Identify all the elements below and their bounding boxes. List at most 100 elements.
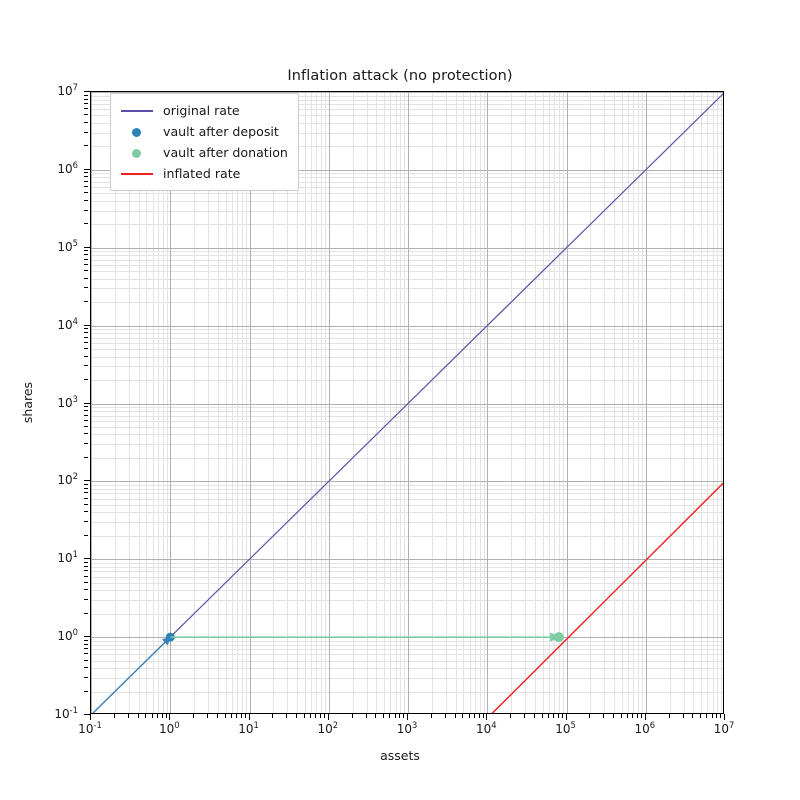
legend-item-label: original rate xyxy=(163,103,240,118)
y-axis-tick xyxy=(84,94,88,96)
x-axis-tick xyxy=(127,714,129,718)
gridline-x-minor xyxy=(311,92,313,713)
series-inflated-rate xyxy=(491,482,723,713)
gridline-y-minor xyxy=(91,590,723,592)
x-axis-tick xyxy=(724,714,725,720)
x-axis-tick xyxy=(632,714,634,718)
x-axis-tick xyxy=(473,714,475,718)
gridline-y-minor xyxy=(91,677,723,679)
x-axis-tick xyxy=(403,714,405,718)
gridline-x-major xyxy=(645,92,647,713)
y-axis-tick xyxy=(84,131,88,133)
legend-item-inflated-rate[interactable]: inflated rate xyxy=(119,163,288,184)
gridline-y-minor xyxy=(91,288,723,290)
x-axis-tick xyxy=(169,714,171,720)
x-axis-tick xyxy=(207,714,209,718)
legend-line-icon xyxy=(119,166,155,182)
gridline-y-major xyxy=(91,247,723,249)
gridline-x-minor xyxy=(237,92,239,713)
gridline-y-minor xyxy=(91,522,723,524)
legend-item-label: vault after donation xyxy=(163,145,288,160)
gridline-y-minor xyxy=(91,576,723,578)
x-axis-tick xyxy=(553,714,555,718)
legend-item-vault-after-donation[interactable]: vault after donation xyxy=(119,142,288,163)
x-axis-tick xyxy=(561,714,563,718)
x-axis-tick xyxy=(613,714,615,718)
gridline-y-minor xyxy=(91,104,723,106)
y-axis-tick xyxy=(84,487,88,489)
gridline-y-minor xyxy=(91,146,723,148)
x-axis-tick xyxy=(244,714,246,718)
gridline-x-minor xyxy=(321,92,323,713)
y-axis-tick xyxy=(84,168,90,170)
y-axis-tick xyxy=(84,648,88,650)
y-axis-tick xyxy=(84,176,88,178)
plot-area xyxy=(90,91,724,714)
gridline-x-minor xyxy=(273,92,275,713)
y-axis-tick xyxy=(84,180,88,182)
legend-item-original-rate[interactable]: original rate xyxy=(119,100,288,121)
y-tick-label: 103 xyxy=(57,393,78,410)
gridline-y-minor xyxy=(91,366,723,368)
gridline-y-minor xyxy=(91,571,723,573)
y-axis-tick xyxy=(84,145,88,147)
x-axis-tick xyxy=(462,714,464,718)
gridline-y-minor xyxy=(91,329,723,331)
gridline-y-major xyxy=(91,559,723,561)
gridline-x-minor xyxy=(604,92,606,713)
x-axis-label: assets xyxy=(380,748,420,763)
legend: original rate vault after deposit vault af… xyxy=(110,93,299,191)
x-axis-tick xyxy=(478,714,480,718)
gridline-y-minor xyxy=(91,271,723,273)
gridline-x-major xyxy=(91,92,92,713)
y-axis-tick xyxy=(84,91,90,92)
gridline-x-minor xyxy=(376,92,378,713)
gridline-x-minor xyxy=(384,92,386,713)
x-axis-tick xyxy=(272,714,274,718)
legend-item-label: vault after deposit xyxy=(163,124,279,139)
x-axis-tick xyxy=(700,714,702,718)
gridline-x-minor xyxy=(146,92,148,713)
y-axis-tick xyxy=(84,379,88,381)
gridline-y-minor xyxy=(91,613,723,615)
gridline-x-major xyxy=(249,92,251,713)
gridline-x-minor xyxy=(325,92,327,713)
gridline-x-minor xyxy=(479,92,481,713)
data-point-vault-after-donation xyxy=(553,632,564,643)
x-axis-tick xyxy=(216,714,218,718)
y-axis-tick xyxy=(84,406,88,408)
x-axis-tick xyxy=(365,714,367,718)
series-original-rate xyxy=(169,93,723,638)
gridline-x-minor xyxy=(287,92,289,713)
y-tick-label: 107 xyxy=(57,82,78,98)
x-axis-tick xyxy=(303,714,305,718)
gridline-x-major xyxy=(328,92,330,713)
gridline-x-minor xyxy=(558,92,560,713)
gridline-y-minor xyxy=(91,99,723,101)
legend-item-vault-after-deposit[interactable]: vault after deposit xyxy=(119,121,288,142)
x-tick-label: 100 xyxy=(158,720,180,736)
x-axis-tick xyxy=(486,714,488,720)
y-axis-tick xyxy=(84,558,90,560)
gridline-y-minor xyxy=(91,380,723,382)
x-axis-tick xyxy=(637,714,639,718)
gridline-y-minor xyxy=(91,122,723,124)
gridline-x-minor xyxy=(455,92,457,713)
gridline-x-minor xyxy=(395,92,397,713)
gridline-x-minor xyxy=(231,92,233,713)
gridline-y-minor xyxy=(91,333,723,335)
gridline-x-minor xyxy=(701,92,703,713)
gridline-y-minor xyxy=(91,342,723,344)
y-axis-tick xyxy=(84,121,88,123)
x-axis-tick xyxy=(351,714,353,718)
x-axis-tick xyxy=(394,714,396,718)
x-axis-tick xyxy=(682,714,684,718)
gridline-y-minor xyxy=(91,411,723,413)
gridline-y-minor xyxy=(91,132,723,134)
legend-marker-icon xyxy=(119,145,155,161)
gridline-y-minor xyxy=(91,302,723,304)
gridline-y-minor xyxy=(91,224,723,226)
y-axis-tick xyxy=(84,199,88,201)
gridline-y-minor xyxy=(91,193,723,195)
gridline-x-minor xyxy=(554,92,556,713)
